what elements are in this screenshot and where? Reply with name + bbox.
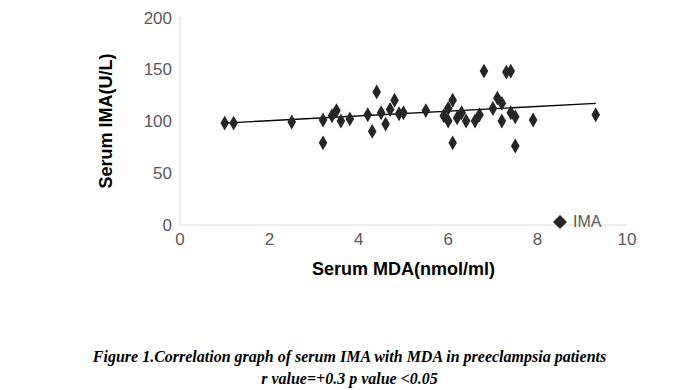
svg-text:Serum IMA(U/L): Serum IMA(U/L) (96, 53, 116, 188)
svg-text:10: 10 (618, 230, 637, 249)
svg-text:6: 6 (443, 230, 452, 249)
html-text:Figure 1.Correlation graph of: Figure 1.Correlation graph of serum IMA … (92, 348, 607, 365)
svg-text:200: 200 (144, 9, 172, 28)
html-text:r value=+0.3 p value <0.05: r value=+0.3 p value <0.05 (261, 370, 438, 387)
svg-text:2: 2 (265, 230, 274, 249)
html-text:IMA: IMA (573, 213, 602, 230)
svg-text:50: 50 (153, 164, 172, 183)
svg-text:8: 8 (533, 230, 542, 249)
svg-text:0: 0 (163, 216, 172, 235)
svg-text:Serum MDA(nmol/ml): Serum MDA(nmol/ml) (312, 259, 495, 279)
svg-text:0: 0 (175, 230, 184, 249)
svg-text:4: 4 (354, 230, 363, 249)
svg-text:100: 100 (144, 112, 172, 131)
svg-text:150: 150 (144, 60, 172, 79)
